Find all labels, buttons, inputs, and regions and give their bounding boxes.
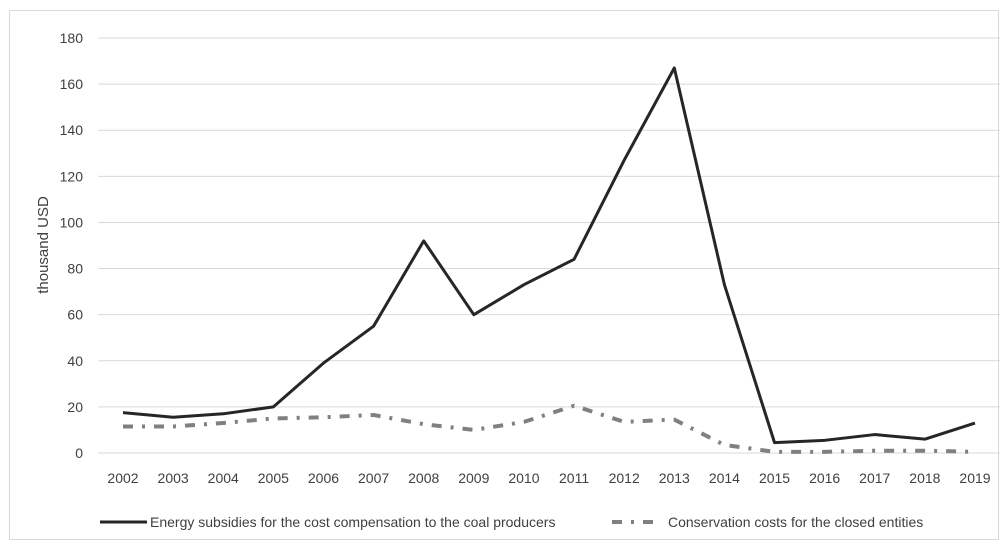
gridlines [98, 37, 1000, 454]
y-tick-label: 40 [67, 353, 83, 369]
y-tick-label: 0 [75, 445, 83, 461]
y-tick-label: 100 [60, 214, 84, 230]
series-line-energy-subsidies [122, 66, 976, 445]
y-tick-label: 140 [60, 122, 84, 138]
x-tick-label: 2015 [759, 470, 790, 486]
x-tick-label: 2014 [709, 470, 740, 486]
y-tick-label: 60 [67, 307, 83, 323]
x-tick-label: 2003 [158, 470, 189, 486]
series-line-conservation-costs [123, 403, 976, 454]
y-tick-labels: 0 20 40 60 80 100 120 140 160 180 [60, 30, 84, 461]
x-tick-label: 2016 [809, 470, 840, 486]
y-axis-label: thousand USD [35, 196, 52, 294]
x-tick-label: 2017 [859, 470, 890, 486]
x-tick-label: 2005 [258, 470, 289, 486]
x-tick-label: 2004 [208, 470, 239, 486]
x-tick-label: 2019 [959, 470, 990, 486]
x-tick-label: 2007 [358, 470, 389, 486]
y-tick-label: 180 [60, 30, 84, 46]
y-tick-label: 80 [67, 261, 83, 277]
legend: Energy subsidies for the cost compensati… [100, 514, 923, 530]
x-tick-label: 2013 [659, 470, 690, 486]
legend-label-energy-subsidies: Energy subsidies for the cost compensati… [150, 514, 555, 530]
x-tick-label: 2018 [909, 470, 940, 486]
legend-label-conservation-costs: Conservation costs for the closed entiti… [668, 514, 923, 530]
x-tick-label: 2012 [609, 470, 640, 486]
series-lines [122, 66, 976, 454]
y-tick-label: 120 [60, 168, 84, 184]
x-tick-label: 2010 [508, 470, 539, 486]
x-tick-label: 2006 [308, 470, 339, 486]
x-tick-label: 2002 [107, 470, 138, 486]
x-tick-label: 2009 [458, 470, 489, 486]
x-tick-labels: 2002 2003 2004 2005 2006 2007 2008 2009 2010 2011… [107, 470, 990, 486]
x-tick-label: 2011 [559, 470, 589, 486]
x-tick-label: 2008 [408, 470, 439, 486]
chart-frame [9, 10, 999, 540]
y-tick-label: 160 [60, 76, 84, 92]
y-tick-label: 20 [67, 399, 83, 415]
